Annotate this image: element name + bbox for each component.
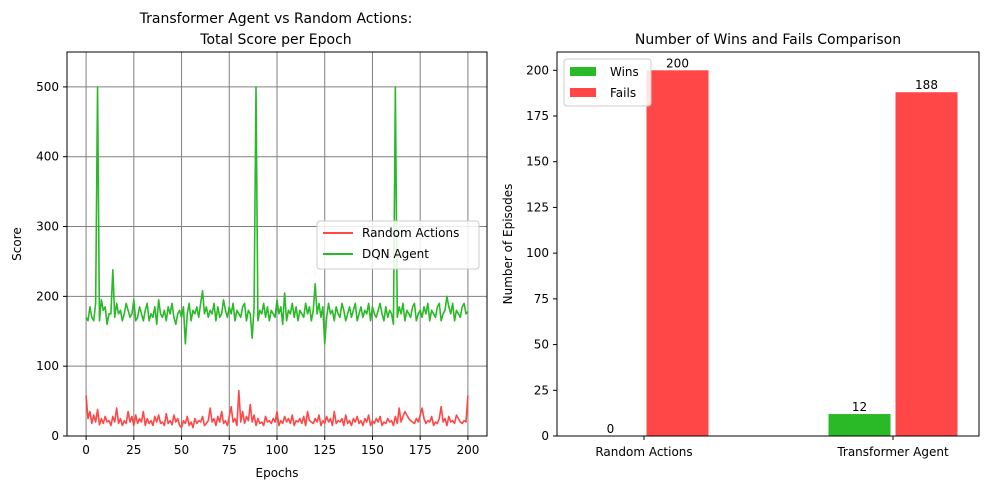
line-chart: Transformer Agent vs Random Actions: Tot… bbox=[10, 11, 488, 480]
bar-value-label: 188 bbox=[915, 78, 938, 92]
y-tick-label: 75 bbox=[534, 292, 549, 306]
y-tick-label: 200 bbox=[36, 289, 59, 303]
bar-chart-frame bbox=[556, 51, 980, 437]
line-chart-xlabel: Epochs bbox=[256, 466, 299, 480]
y-tick-label: 100 bbox=[526, 246, 549, 260]
x-tick-label: 0 bbox=[82, 443, 90, 457]
bar-chart-ylabel: Number of Episodes bbox=[501, 184, 515, 305]
y-tick-label: 0 bbox=[51, 429, 59, 443]
series-line-dqn-agent bbox=[85, 86, 469, 345]
bar-chart-bars: 0 200 12 188 bbox=[607, 56, 958, 437]
x-tick-label: 25 bbox=[126, 443, 141, 457]
line-chart-series bbox=[85, 86, 469, 429]
bar-value-label: 0 bbox=[607, 422, 615, 436]
bar-value-label: 12 bbox=[852, 400, 867, 414]
x-tick-label: Random Actions bbox=[595, 445, 692, 459]
y-tick-label: 500 bbox=[36, 80, 59, 94]
x-tick-label: 75 bbox=[222, 443, 237, 457]
bar-chart-ticks: 0 25 50 75 100 125 150 175 200 Random Actions Tran… bbox=[526, 63, 949, 459]
line-chart-title-line2: Total Score per Epoch bbox=[199, 32, 351, 48]
legend-swatch-fails bbox=[570, 88, 596, 97]
y-tick-label: 25 bbox=[534, 383, 549, 397]
line-chart-legend: Random Actions DQN Agent bbox=[316, 220, 480, 270]
legend-label-dqn-agent: DQN Agent bbox=[362, 247, 429, 261]
legend-label-random-actions: Random Actions bbox=[362, 226, 459, 240]
y-tick-label: 150 bbox=[526, 155, 549, 169]
legend-box bbox=[316, 220, 480, 270]
y-tick-label: 100 bbox=[36, 359, 59, 373]
y-tick-label: 400 bbox=[36, 150, 59, 164]
legend-label-fails: Fails bbox=[610, 86, 636, 100]
bar-fails bbox=[895, 92, 958, 436]
line-chart-title-line1: Transformer Agent vs Random Actions: bbox=[139, 11, 413, 27]
y-tick-label: 125 bbox=[526, 200, 549, 214]
x-tick-label: 175 bbox=[409, 443, 432, 457]
y-tick-label: 200 bbox=[526, 63, 549, 77]
x-tick-label: 125 bbox=[313, 443, 336, 457]
x-tick-label: Transformer Agent bbox=[836, 445, 949, 459]
bar-chart-legend: Wins Fails bbox=[563, 58, 652, 107]
x-tick-label: 150 bbox=[361, 443, 384, 457]
bar-fails bbox=[646, 70, 709, 437]
line-chart-ylabel: Score bbox=[10, 227, 24, 261]
bar-value-label: 200 bbox=[666, 56, 689, 70]
series-line-random-actions bbox=[85, 389, 469, 429]
bar-chart-title: Number of Wins and Fails Comparison bbox=[635, 32, 901, 48]
y-tick-label: 50 bbox=[534, 338, 549, 352]
y-tick-label: 300 bbox=[36, 220, 59, 234]
legend-swatch-wins bbox=[570, 67, 596, 76]
bar-wins bbox=[828, 414, 891, 436]
bar-chart: Number of Wins and Fails Comparison 0 200… bbox=[501, 32, 980, 459]
x-tick-label: 200 bbox=[456, 443, 479, 457]
line-chart-ticks: 0 25 50 75 100 125 150 175 200 0 100 200 300 400 500 bbox=[36, 80, 479, 457]
x-tick-label: 50 bbox=[174, 443, 189, 457]
legend-label-wins: Wins bbox=[610, 65, 639, 79]
x-tick-label: 100 bbox=[266, 443, 289, 457]
y-tick-label: 175 bbox=[526, 109, 549, 123]
y-tick-label: 0 bbox=[541, 429, 549, 443]
